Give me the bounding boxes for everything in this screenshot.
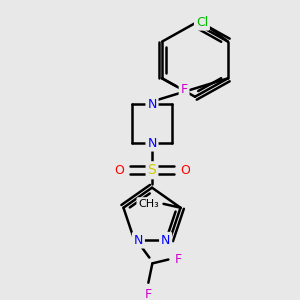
Text: F: F xyxy=(145,288,152,300)
Text: O: O xyxy=(114,164,124,177)
Text: S: S xyxy=(148,163,156,177)
Text: N: N xyxy=(134,234,143,247)
Text: N: N xyxy=(147,98,157,111)
Text: Cl: Cl xyxy=(196,16,208,29)
Text: N: N xyxy=(147,137,157,150)
Text: CH₃: CH₃ xyxy=(138,199,159,209)
Text: N: N xyxy=(161,234,170,247)
Text: O: O xyxy=(180,164,190,177)
Text: F: F xyxy=(175,253,182,266)
Text: F: F xyxy=(181,83,188,97)
